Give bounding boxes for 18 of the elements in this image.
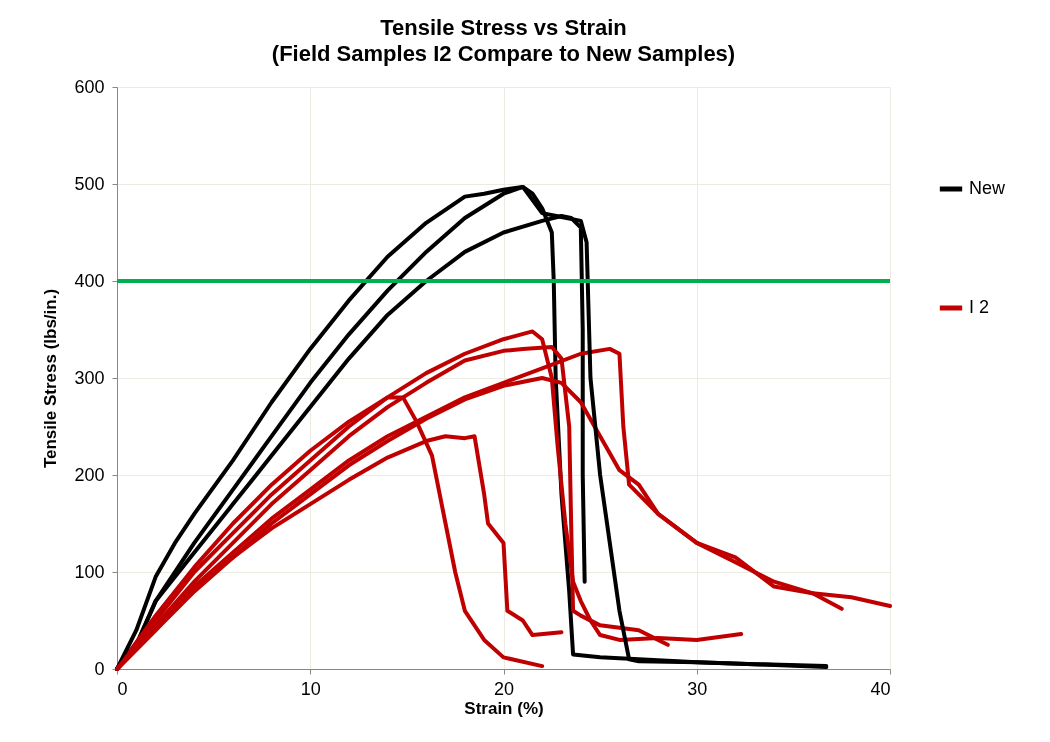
chart-subtitle: (Field Samples I2 Compare to New Samples) (271, 41, 736, 66)
x-tick-label: 0 (117, 678, 128, 699)
x-tick-label: 10 (300, 678, 321, 699)
x-tick-label: 30 (687, 678, 708, 699)
x-axis-title: Strain (%) (464, 698, 544, 718)
y-tick-label: 500 (74, 173, 105, 194)
legend-label: I 2 (969, 297, 990, 317)
chart-title: Tensile Stress vs Strain (380, 15, 627, 40)
legend-label: New (969, 178, 1007, 198)
y-axis-title: Tensile Stress (lbs/in.) (41, 288, 61, 469)
y-tick-label: 300 (74, 367, 105, 388)
y-tick-label: 400 (74, 270, 105, 291)
x-tick-label: 20 (493, 678, 515, 699)
x-tick-label: 40 (870, 678, 891, 699)
y-tick-label: 0 (94, 658, 105, 679)
y-tick-label: 200 (74, 464, 105, 485)
y-tick-label: 100 (74, 561, 105, 582)
y-tick-label: 600 (74, 76, 105, 97)
